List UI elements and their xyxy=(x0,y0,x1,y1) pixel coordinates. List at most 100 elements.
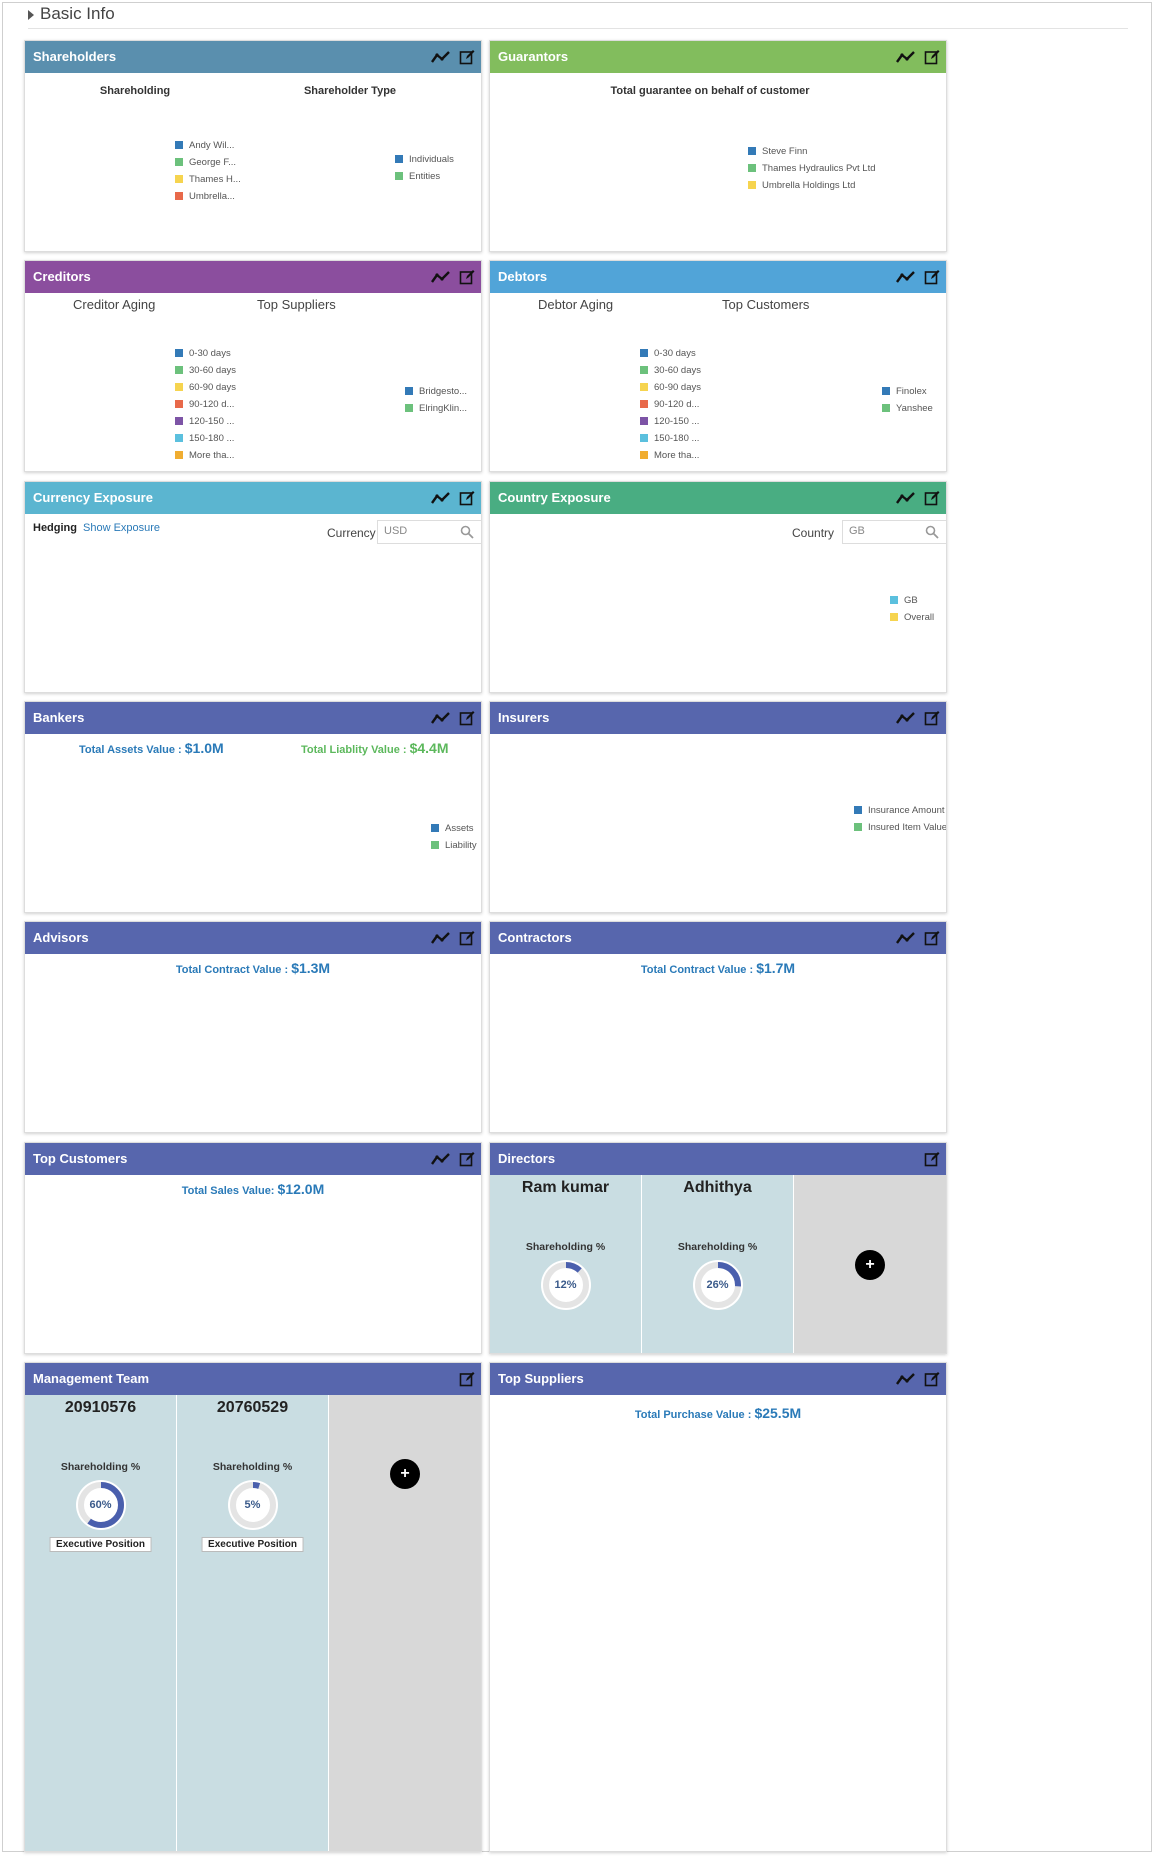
edit-icon[interactable] xyxy=(924,1151,940,1167)
director-card[interactable]: Ram kumar Shareholding % 12% xyxy=(490,1175,642,1353)
legend-item[interactable]: 60-90 days xyxy=(175,379,236,396)
trend-icon[interactable]: 02M4M6M8M10M12MBajaj electronicHyundaiAI… xyxy=(431,1152,451,1166)
panel-title: Bankers xyxy=(33,710,85,725)
trend-icon[interactable]: 100% xyxy=(896,270,916,284)
trend-icon[interactable]: 04M8M12M16M20M24MSalesPurchaseLoansInves… xyxy=(896,491,916,505)
trend-icon[interactable]: 02M4M6M8M10M12MKrempoBorgWarnerElringKli… xyxy=(896,1372,916,1386)
legend-swatch xyxy=(431,824,439,833)
legend-bankers: Assets Liability xyxy=(431,820,477,854)
edit-icon[interactable] xyxy=(924,710,940,726)
director-card[interactable]: Adhithya Shareholding % 26% xyxy=(642,1175,794,1353)
legend-item[interactable]: 30-60 days xyxy=(175,362,236,379)
legend-item[interactable]: 0-30 days xyxy=(640,345,701,362)
legend-item[interactable]: Yanshee xyxy=(882,400,933,417)
edit-icon[interactable] xyxy=(459,269,475,285)
edit-icon[interactable] xyxy=(459,1151,475,1167)
summary-value: $4.4M xyxy=(409,740,449,756)
panel-header: Shareholders 12%60%10%5%50%50% xyxy=(25,41,481,73)
member-name: 20910576 xyxy=(64,1399,137,1416)
legend-label: More tha... xyxy=(654,450,700,461)
edit-icon[interactable] xyxy=(459,710,475,726)
legend-item[interactable]: 150-180 ... xyxy=(640,430,701,447)
legend-item[interactable]: Finolex xyxy=(882,383,933,400)
add-director-card: + xyxy=(794,1175,946,1353)
country-search-input[interactable]: GB xyxy=(842,520,946,544)
edit-icon[interactable] xyxy=(459,49,475,65)
legend-item[interactable]: Individuals xyxy=(395,151,454,168)
director-name: Ram kumar xyxy=(521,1179,610,1196)
search-icon[interactable] xyxy=(925,525,939,542)
legend-item[interactable]: Insured Item Value xyxy=(854,819,946,836)
legend-item[interactable]: Overall xyxy=(890,609,934,626)
edit-icon[interactable] xyxy=(459,1371,475,1387)
legend-item[interactable]: 90-120 d... xyxy=(175,396,236,413)
currency-exposure-panel: Currency Exposure 020K40K60K80K100K120KC… xyxy=(24,481,482,693)
panel-header: Advisors 0100K200K300K400K500K600K700K80… xyxy=(25,922,481,954)
legend-item[interactable]: 90-120 d... xyxy=(640,396,701,413)
edit-icon[interactable] xyxy=(459,490,475,506)
legend-item[interactable]: Andy Wil... xyxy=(175,137,241,154)
trend-icon[interactable]: 020K40K60K80K100K120KCredit OutstandingD… xyxy=(431,491,451,505)
legend-item[interactable]: ElringKlin... xyxy=(405,400,467,417)
trend-icon[interactable]: 0100K200K300K400K500K600K700K800KPawanSh… xyxy=(431,931,451,945)
legend-item[interactable]: 150-180 ... xyxy=(175,430,236,447)
legend-swatch xyxy=(405,387,413,396)
panel-header: Top Suppliers 02M4M6M8M10M12MKrempoBorgW… xyxy=(490,1363,946,1395)
currency-search-input[interactable]: USD xyxy=(377,520,481,544)
edit-icon[interactable] xyxy=(924,269,940,285)
legend-item[interactable]: More tha... xyxy=(175,447,236,464)
trend-icon[interactable]: 100% xyxy=(431,270,451,284)
legend-item[interactable]: Steve Finn xyxy=(748,143,876,160)
shareholders-panel: Shareholders 12%60%10%5%50%50% Sharehold… xyxy=(24,40,482,252)
legend-item[interactable]: Insurance Amount xyxy=(854,802,946,819)
legend-swatch xyxy=(175,417,183,426)
legend-item[interactable]: Entities xyxy=(395,168,454,185)
legend-item[interactable]: 0-30 days xyxy=(175,345,236,362)
legend-item[interactable]: George F... xyxy=(175,154,241,171)
edit-icon[interactable] xyxy=(924,490,940,506)
panel-header: Management Team xyxy=(25,1363,481,1395)
legend-item[interactable]: More tha... xyxy=(640,447,701,464)
legend-item[interactable]: Assets xyxy=(431,820,477,837)
legend-item[interactable]: Thames H... xyxy=(175,171,241,188)
tab-hedging[interactable]: Hedging xyxy=(33,522,77,534)
panel-title: Country Exposure xyxy=(498,490,611,505)
summary-value: $1.0M xyxy=(184,740,224,756)
caret-right-icon[interactable] xyxy=(28,9,34,20)
trend-icon[interactable]: 05M10M15M20M25M30M35MasdSBIPNB xyxy=(896,711,916,725)
add-member-button[interactable]: + xyxy=(390,1459,420,1489)
basic-info-section[interactable]: Basic Info xyxy=(28,4,1128,29)
edit-icon[interactable] xyxy=(924,1371,940,1387)
edit-icon[interactable] xyxy=(459,930,475,946)
legend-item[interactable]: Umbrella... xyxy=(175,188,241,205)
chart-title-shareholding: Shareholding xyxy=(99,85,171,97)
legend-item[interactable]: GB xyxy=(890,592,934,609)
legend-item[interactable]: 60-90 days xyxy=(640,379,701,396)
total-sales-summary: Total Sales Value: $12.0M xyxy=(25,1181,481,1197)
legend-item[interactable]: Thames Hydraulics Pvt Ltd xyxy=(748,160,876,177)
search-icon[interactable] xyxy=(460,525,474,542)
legend-item[interactable]: 30-60 days xyxy=(640,362,701,379)
legend-swatch xyxy=(640,383,648,392)
edit-icon[interactable] xyxy=(924,49,940,65)
add-director-button[interactable]: + xyxy=(855,1250,885,1280)
edit-icon[interactable] xyxy=(924,930,940,946)
panel-title: Top Customers xyxy=(33,1151,128,1166)
legend-item[interactable]: Bridgesto... xyxy=(405,383,467,400)
legend-item[interactable]: 120-150 ... xyxy=(640,413,701,430)
legend-item[interactable]: 120-150 ... xyxy=(175,413,236,430)
show-exposure-link[interactable]: Show Exposure xyxy=(83,522,161,534)
management-card[interactable]: 20910576 Shareholding % 60% Executive Po… xyxy=(25,1395,177,1851)
legend-swatch xyxy=(405,404,413,413)
trend-icon[interactable]: 12%60%10%5%50%50% xyxy=(431,50,451,64)
legend-item[interactable]: Umbrella Holdings Ltd xyxy=(748,177,876,194)
legend-item[interactable]: Liability xyxy=(431,837,477,854)
panel-header: Insurers 05M10M15M20M25M30M35MasdSBIPNB xyxy=(490,702,946,734)
trend-icon[interactable]: 10%81%9.1% xyxy=(896,50,916,64)
guarantors-chart xyxy=(490,73,946,251)
trend-icon[interactable]: 0.00.5M1.0M1.5M2.0M2.5M3.0M3.5M xyxy=(431,711,451,725)
trend-icon[interactable]: 0100K200K300K400K500K600K700KGeorgeRam K… xyxy=(896,931,916,945)
management-card[interactable]: 20760529 Shareholding % 5% Executive Pos… xyxy=(177,1395,329,1851)
chart-title-guarantee: Total guarantee on behalf of customer xyxy=(610,85,810,97)
total-contract-summary: Total Contract Value : $1.7M xyxy=(490,960,946,976)
